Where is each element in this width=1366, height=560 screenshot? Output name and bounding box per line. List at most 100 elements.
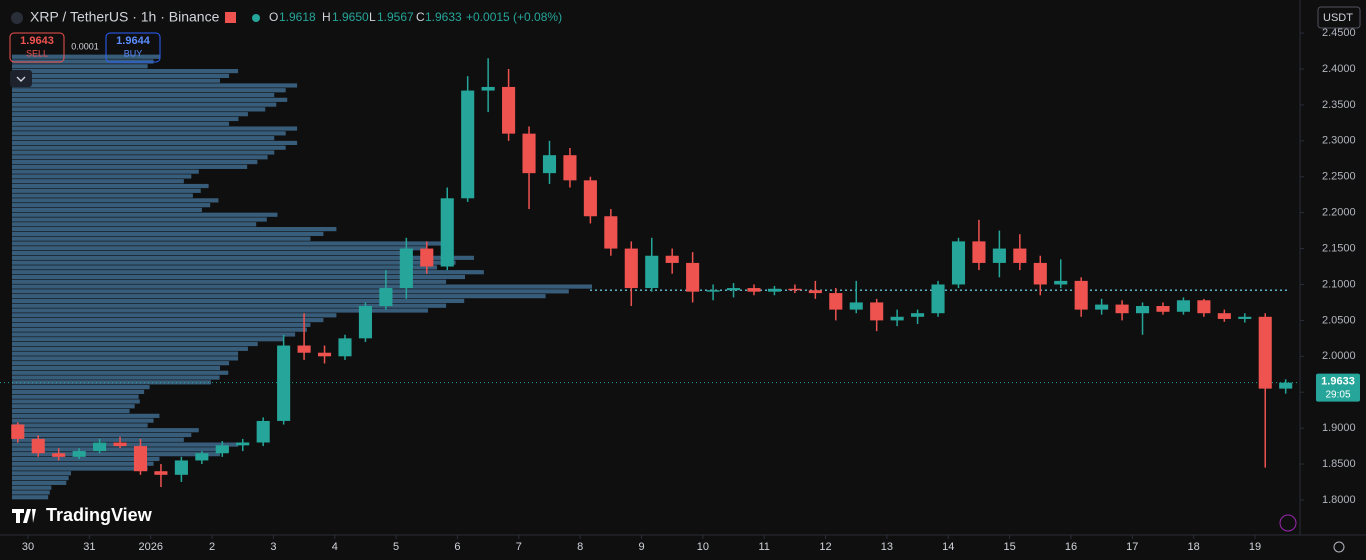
- x-tick-label: 14: [942, 541, 954, 553]
- x-tick-label: 2026: [138, 541, 162, 553]
- currency: USDT: [1323, 12, 1353, 24]
- y-tick-label: 1.8000: [1322, 494, 1356, 506]
- volume-bar: [12, 174, 192, 179]
- volume-bar: [12, 423, 148, 428]
- candle-body: [645, 255, 659, 289]
- volume-bar: [12, 260, 456, 265]
- volume-bar: [12, 365, 221, 371]
- y-tick-label: 2.4500: [1322, 27, 1356, 39]
- volume-bar: [12, 298, 465, 304]
- volume-bar: [12, 131, 286, 136]
- candle-body: [1258, 316, 1272, 389]
- candle-body: [951, 241, 966, 285]
- candle-body: [1095, 304, 1109, 310]
- volume-bar: [12, 250, 410, 256]
- candle-body: [1238, 316, 1252, 319]
- volume-bar: [12, 361, 230, 366]
- candle-body: [215, 445, 229, 454]
- x-tick-label: 4: [332, 541, 338, 553]
- volume-bar: [12, 341, 258, 347]
- volume-bar: [12, 150, 275, 155]
- y-tick-label: 2.3500: [1322, 99, 1356, 111]
- volume-bar: [12, 428, 199, 433]
- c-value: 1.9633: [425, 10, 462, 24]
- chevron: [16, 76, 26, 82]
- volume-bar: [12, 112, 248, 117]
- candle-body: [1135, 306, 1150, 314]
- candle-body: [686, 262, 700, 292]
- volume-bar: [12, 313, 337, 318]
- x-tick-label: 13: [881, 541, 893, 553]
- volume-bar: [12, 452, 221, 457]
- candle-body: [542, 155, 557, 174]
- candle-body: [992, 248, 1006, 263]
- volume-bar: [12, 394, 139, 399]
- flag[interactable]: [225, 12, 236, 23]
- volume-bar: [12, 466, 148, 471]
- volume-bar: [12, 432, 192, 438]
- volume-bar: [12, 140, 298, 146]
- candle-body: [502, 86, 516, 134]
- candle-body: [1156, 306, 1170, 312]
- volume-bar: [12, 495, 49, 500]
- x-tick-label: 15: [1003, 541, 1015, 553]
- collapse-button[interactable]: [10, 70, 32, 87]
- logo: TradingView: [46, 505, 153, 525]
- volume-bar: [12, 97, 288, 102]
- candle-body: [849, 302, 863, 310]
- y-tick-label: 2.0500: [1322, 314, 1356, 326]
- volume-bar: [12, 107, 266, 112]
- change: +0.0015 (+0.08%): [466, 10, 562, 24]
- x-tick-label: 16: [1065, 541, 1077, 553]
- volume-bar: [12, 476, 69, 481]
- volume-bar: [12, 279, 447, 284]
- volume-bar: [12, 116, 239, 122]
- volume-bar: [12, 217, 267, 222]
- volume-bar: [12, 303, 447, 308]
- y-tick-label: 2.3000: [1322, 135, 1356, 147]
- volume-bar: [12, 236, 311, 241]
- settings-icon[interactable]: [1333, 541, 1345, 553]
- candle-body: [195, 453, 209, 461]
- volume-bar: [12, 59, 154, 64]
- candle-body: [1033, 262, 1047, 285]
- candle-body: [236, 442, 250, 446]
- l-label: L: [369, 10, 376, 24]
- volume-bar: [12, 92, 275, 98]
- volume-bar: [12, 385, 150, 390]
- candle-body: [726, 288, 741, 291]
- volume-bar: [12, 255, 475, 260]
- volume-bar: [12, 485, 52, 490]
- candle-body: [11, 424, 25, 439]
- volume-bar: [12, 375, 220, 380]
- x-tick-label: 11: [759, 541, 770, 553]
- x-tick-label: 12: [819, 541, 831, 553]
- x-tick-label: 18: [1188, 541, 1200, 553]
- candle-body: [911, 313, 925, 317]
- overlay: 1.80001.85001.90001.95002.00002.05002.10…: [22, 27, 1360, 553]
- candle-body: [113, 442, 127, 447]
- candle-body: [972, 241, 986, 263]
- sell-button[interactable]: [9, 32, 65, 63]
- y-tick-label: 1.8500: [1322, 458, 1356, 470]
- candle-body: [420, 248, 434, 267]
- x-tick-label: 10: [697, 541, 709, 553]
- candle-body: [522, 133, 536, 174]
- alert-icon[interactable]: [1279, 514, 1297, 532]
- header: XRP / TetherUS · 1h · Binance O 1.9618 H…: [9, 6, 1361, 553]
- volume-bar: [12, 241, 445, 246]
- x-tick-label: 9: [638, 541, 644, 553]
- currency-button[interactable]: [1317, 6, 1361, 29]
- volume-bar: [12, 64, 148, 69]
- volume-bar: [12, 73, 230, 78]
- candle-body: [1176, 300, 1190, 312]
- volume-bar: [12, 54, 160, 59]
- volume-bar: [12, 222, 257, 227]
- candle-body: [358, 306, 372, 339]
- volume-bar: [12, 327, 307, 332]
- buy-button[interactable]: [105, 32, 161, 63]
- x-tick-label: 5: [393, 541, 399, 553]
- candle-body: [399, 248, 413, 289]
- logo-icon: [12, 509, 36, 523]
